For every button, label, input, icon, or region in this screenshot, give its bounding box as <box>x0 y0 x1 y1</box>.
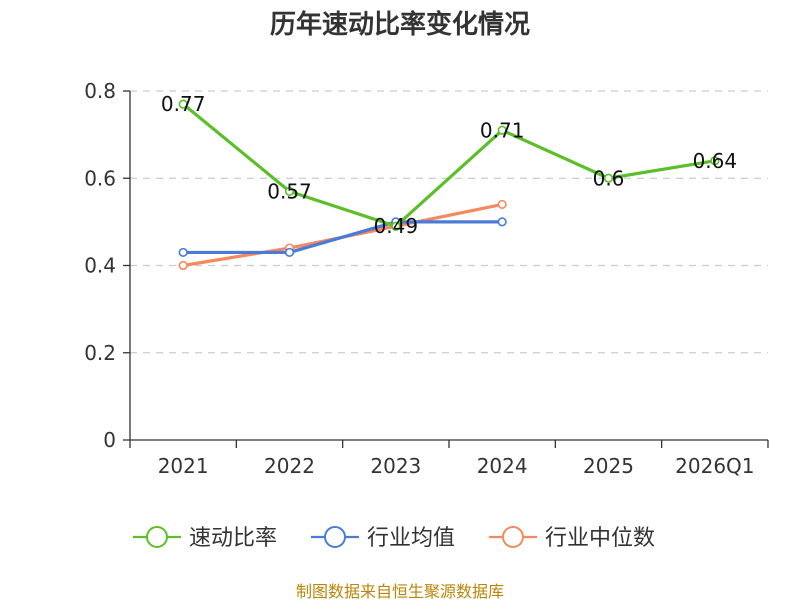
data-point <box>284 186 295 196</box>
data-point <box>178 99 188 109</box>
legend-marker-circle <box>146 526 168 548</box>
legend-label: 速动比率 <box>189 526 277 551</box>
chart-title: 历年速动比率变化情况 <box>270 9 530 40</box>
data-point <box>178 260 188 271</box>
data-label: 0.49 <box>374 214 419 238</box>
x-tick-label: 2025 <box>583 454 634 478</box>
data-point <box>497 125 507 135</box>
x-tick-label: 2021 <box>158 454 209 478</box>
data-point <box>284 247 295 258</box>
y-tick-label: 0 <box>103 428 116 452</box>
data-point <box>178 247 188 258</box>
data-label: 0.6 <box>593 166 625 190</box>
data-point <box>603 173 614 183</box>
legend-label: 行业均值 <box>367 526 455 551</box>
x-tick-label: 2023 <box>370 454 421 478</box>
series-line <box>182 102 716 228</box>
y-tick-label: 0.2 <box>84 341 116 365</box>
legend-label: 行业中位数 <box>545 526 655 551</box>
data-point <box>497 217 507 227</box>
axes: 0 0.2 0.4 0.6 0.8 2021 2022 2023 2024 2025 2026Q1 <box>84 79 769 478</box>
data-label: 0.71 <box>480 118 525 142</box>
legend-marker-circle <box>502 526 524 548</box>
legend: 速动比率 行业均值 行业中位数 <box>133 526 655 551</box>
series-line <box>182 202 503 268</box>
legend-marker-circle <box>324 526 346 548</box>
data-label: 0.77 <box>161 92 206 116</box>
data-label: 0.64 <box>693 149 738 173</box>
series-lines <box>178 99 720 271</box>
data-point <box>391 221 401 231</box>
series-line <box>183 220 503 255</box>
data-label: 0.57 <box>267 179 312 203</box>
y-tick-label: 0.4 <box>84 254 116 278</box>
y-tick-label: 0.8 <box>84 79 116 103</box>
data-point <box>710 156 720 166</box>
x-tick-label: 2024 <box>477 454 528 478</box>
x-tick-label: 2022 <box>264 454 315 478</box>
y-tick-label: 0.6 <box>84 166 116 190</box>
data-labels: 0.77 0.57 0.49 0.71 0.6 0.64 <box>161 92 737 238</box>
data-point <box>497 199 507 210</box>
x-tick-label: 2026Q1 <box>675 454 754 478</box>
source-note: 制图数据来自恒生聚源数据库 <box>296 582 504 600</box>
